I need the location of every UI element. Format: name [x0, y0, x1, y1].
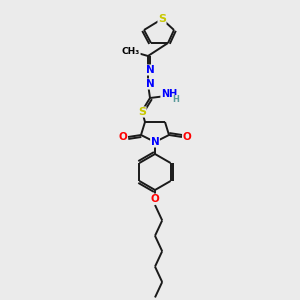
Text: O: O	[151, 194, 159, 204]
Text: S: S	[138, 107, 146, 117]
Text: O: O	[118, 132, 127, 142]
Text: O: O	[183, 132, 191, 142]
Text: N: N	[151, 137, 159, 147]
Text: CH₃: CH₃	[122, 46, 140, 56]
Text: N: N	[146, 79, 154, 89]
Text: H: H	[172, 95, 179, 104]
Text: S: S	[158, 14, 166, 24]
Text: N: N	[146, 65, 154, 75]
Text: NH: NH	[161, 89, 177, 99]
